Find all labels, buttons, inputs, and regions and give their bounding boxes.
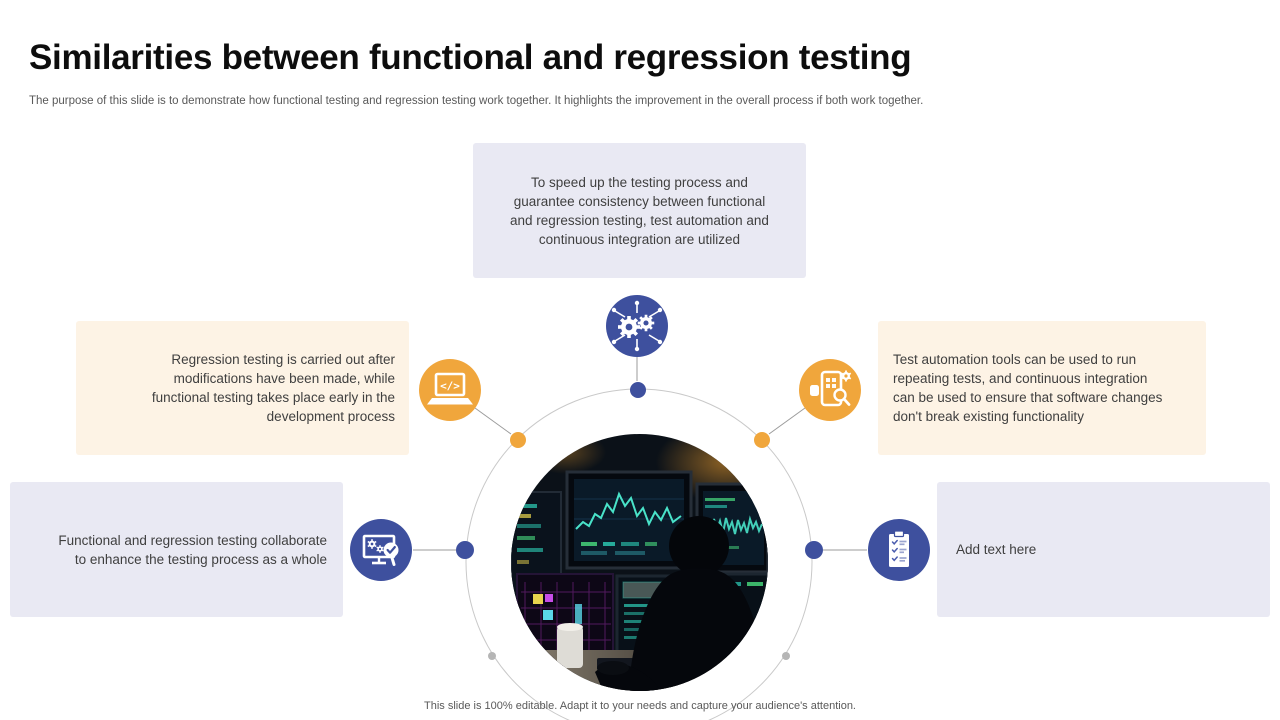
textbox-upper-right-text: Test automation tools can be used to run…: [893, 352, 1163, 424]
textbox-upper-left-text: Regression testing is carried out after …: [151, 352, 395, 424]
laptop-code-icon: </>: [419, 359, 481, 421]
node-dot-lower-right: [782, 652, 790, 660]
monitor-check-icon: [350, 519, 412, 581]
node-dot-left: [456, 541, 474, 559]
textbox-add-text-placeholder[interactable]: Add text here: [937, 482, 1270, 617]
mobile-testing-icon: [799, 359, 861, 421]
footer-note: This slide is 100% editable. Adapt it to…: [424, 700, 856, 712]
svg-text:</>: </>: [440, 380, 460, 393]
checklist-clipboard-glyph: [889, 530, 909, 567]
monitoring-desk-illustration: [511, 434, 768, 691]
monitor-check-glyph: [362, 534, 399, 566]
page-title: Similarities between functional and regr…: [29, 38, 912, 77]
laptop-code-glyph: </>: [427, 372, 473, 405]
node-dot-upper-left: [510, 432, 526, 448]
node-dot-right: [805, 541, 823, 559]
gears-network-glyph: [611, 300, 663, 352]
textbox-lower-left-text: Functional and regression testing collab…: [58, 532, 327, 567]
checklist-clipboard-icon: [868, 519, 930, 581]
slide-subtitle: The purpose of this slide is to demonstr…: [29, 95, 924, 107]
mobile-testing-glyph: [810, 370, 852, 407]
automation-network-gears-icon: [606, 295, 668, 357]
textbox-upper-right: Test automation tools can be used to run…: [878, 321, 1206, 455]
node-dot-upper-right: [754, 432, 770, 448]
node-dot-top: [630, 382, 646, 398]
textbox-top: To speed up the testing process and guar…: [473, 143, 806, 278]
center-photo-monitoring-desk: [511, 434, 768, 691]
textbox-top-text: To speed up the testing process and guar…: [510, 174, 769, 247]
node-dot-lower-left: [488, 652, 496, 660]
add-text-here-label: Add text here: [956, 542, 1037, 557]
textbox-lower-left: Functional and regression testing collab…: [10, 482, 343, 617]
textbox-upper-left: Regression testing is carried out after …: [76, 321, 409, 455]
